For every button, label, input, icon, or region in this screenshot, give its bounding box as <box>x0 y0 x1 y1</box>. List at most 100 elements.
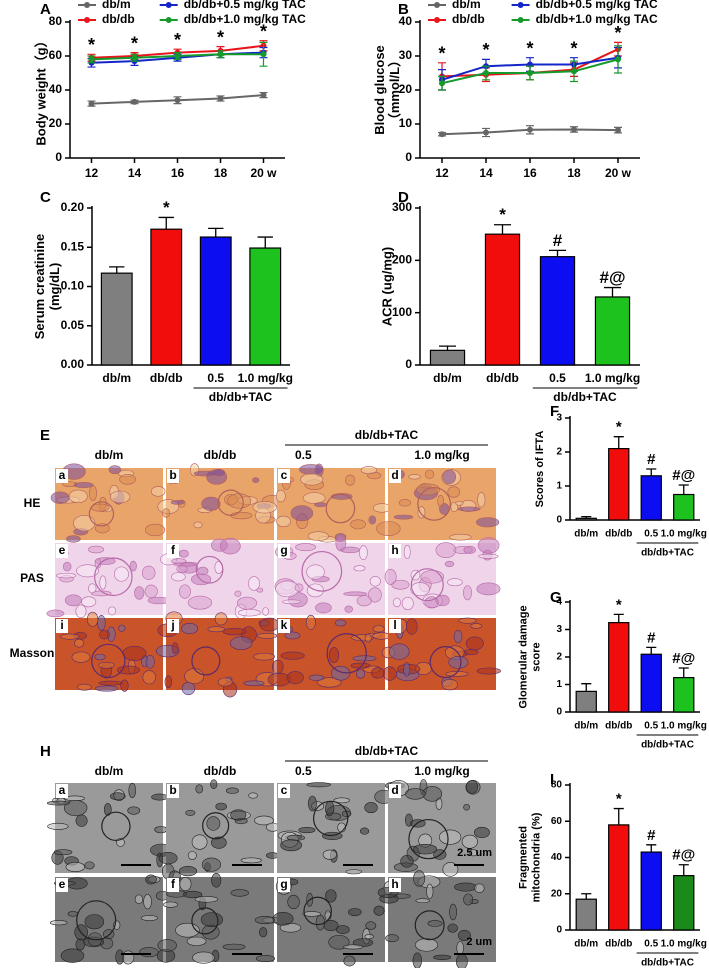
image-letter: a <box>59 783 66 797</box>
image-texture <box>295 543 316 552</box>
image-texture <box>454 882 478 892</box>
image-texture <box>225 787 239 794</box>
image-texture <box>335 925 350 935</box>
legend-marker <box>434 2 440 8</box>
image-texture <box>416 483 440 496</box>
image-texture <box>122 645 147 661</box>
image-texture <box>325 889 337 903</box>
image-texture <box>360 466 378 475</box>
image-texture <box>404 813 413 827</box>
x-tick-label: db/m <box>574 721 598 732</box>
y-axis-label: Scores of IFTA <box>534 431 546 508</box>
image-texture <box>414 910 445 941</box>
significance-mark: * <box>88 35 95 55</box>
bar <box>484 233 521 366</box>
column-label: db/m <box>95 448 124 462</box>
image-texture <box>412 952 423 969</box>
image-texture <box>266 852 280 859</box>
panel-label: G <box>550 589 562 606</box>
image-texture <box>237 609 261 617</box>
image-texture <box>315 914 325 931</box>
error-bar <box>438 345 457 351</box>
image-texture <box>217 489 244 516</box>
bar <box>575 517 597 521</box>
image-texture <box>56 572 77 579</box>
image-texture <box>447 486 461 498</box>
significance-mark: * <box>163 198 170 217</box>
image-texture <box>128 782 137 799</box>
image-texture <box>75 814 88 827</box>
image-texture <box>91 643 126 679</box>
significance-mark: * <box>616 791 622 808</box>
image-texture <box>412 843 438 855</box>
error-bar <box>613 807 624 825</box>
image-texture <box>282 599 301 605</box>
image-letter-bg <box>56 878 68 892</box>
image-texture <box>171 572 186 582</box>
y-axis-label: Serum creatinine <box>32 234 47 340</box>
image-texture <box>286 671 304 685</box>
significance-mark: #@ <box>599 268 625 287</box>
error-bar <box>257 236 273 249</box>
legend-marker <box>84 2 90 8</box>
bar <box>249 247 282 366</box>
y-axis-label: score <box>530 642 542 671</box>
bar <box>199 236 232 366</box>
error-bar <box>493 224 512 235</box>
image-texture <box>76 900 117 941</box>
image-letter-bg <box>278 878 290 892</box>
image-texture <box>257 632 278 639</box>
image-letter: h <box>391 543 398 557</box>
row-label: PAS <box>20 571 44 585</box>
y-tick-label: 0 <box>556 925 562 936</box>
image-texture <box>115 949 125 965</box>
x-tick-label: 14 <box>479 166 493 180</box>
image-letter-bg <box>278 784 290 798</box>
x-tick-label: db/db <box>150 371 183 385</box>
image-texture <box>202 812 230 840</box>
image-texture <box>449 903 457 921</box>
bar <box>608 622 630 713</box>
y-tick-label: 40 <box>399 14 413 28</box>
legend-marker <box>517 2 524 8</box>
y-tick-label: 2 <box>556 447 562 458</box>
y-tick-label: 300 <box>392 200 412 214</box>
panel-label: B <box>398 1 409 18</box>
error-bar <box>581 893 592 900</box>
image-texture <box>98 661 115 669</box>
image-texture <box>185 809 196 816</box>
image-texture <box>345 474 356 486</box>
image-texture <box>252 477 260 483</box>
y-tick-label: 40 <box>551 852 563 863</box>
error-bar <box>581 683 592 692</box>
image-texture <box>424 596 439 609</box>
bar <box>673 493 695 521</box>
data-point <box>260 51 267 58</box>
y-tick-label: 20 <box>49 116 63 130</box>
image-texture <box>157 939 177 952</box>
image-texture <box>335 535 347 552</box>
legend-label: db/db+1.0 mg/kg TAC <box>184 12 306 26</box>
significance-mark: * <box>616 596 622 613</box>
image-texture <box>457 929 471 941</box>
image-letter-bg <box>56 469 68 483</box>
image-texture <box>343 944 364 950</box>
image-texture <box>81 596 97 608</box>
image-letter: k <box>281 618 288 632</box>
y-tick-label: 2 <box>556 652 562 663</box>
column-label: 0.5 <box>295 448 312 462</box>
image-texture <box>88 583 97 594</box>
image-texture <box>420 570 445 584</box>
image-texture <box>314 502 327 508</box>
image-texture <box>398 499 411 507</box>
image-texture <box>426 883 434 899</box>
image-texture <box>449 533 472 541</box>
image-texture <box>461 834 478 849</box>
image-texture <box>465 780 479 794</box>
error-bar <box>646 468 657 476</box>
image-texture <box>114 566 129 582</box>
x-tick-label: db/m <box>574 529 598 540</box>
image-texture <box>305 614 316 630</box>
image-texture <box>75 938 85 951</box>
image-texture <box>275 489 286 503</box>
